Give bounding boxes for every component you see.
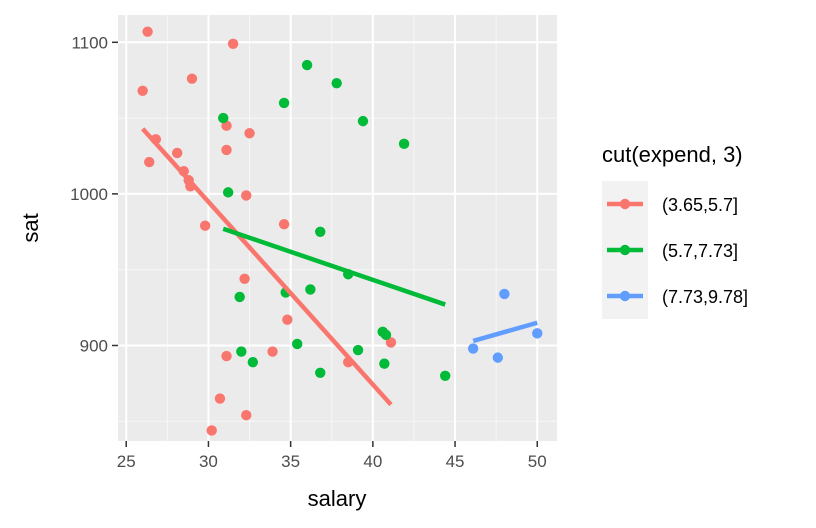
data-point [292, 338, 303, 350]
fit-line [472, 320, 538, 344]
data-point [186, 73, 198, 84]
data-point [331, 78, 342, 89]
data-point [385, 337, 397, 348]
data-point [199, 220, 211, 231]
y-tick-label: 1000 [70, 185, 108, 204]
data-point [315, 367, 326, 378]
legend-key-point [619, 290, 631, 302]
fit-line [140, 127, 393, 407]
x-tick-label: 40 [363, 452, 382, 471]
y-axis-title: sat [18, 213, 43, 242]
data-points [137, 26, 543, 436]
data-point [267, 346, 278, 357]
data-point [244, 128, 255, 139]
x-tick-labels: 25 30 35 40 45 50 [117, 452, 547, 471]
y-tick-label: 900 [80, 336, 108, 355]
legend-title: cut(expend, 3) [602, 142, 743, 167]
data-point [221, 144, 232, 156]
data-point [379, 358, 390, 369]
legend-keys: (3.65,5.7] (5.7,7.73] (7.73,9.78] [602, 181, 748, 319]
data-point [144, 156, 155, 168]
data-point [357, 115, 369, 127]
data-point [398, 138, 410, 150]
legend-item: (5.7,7.73] [602, 227, 738, 273]
data-point [532, 328, 543, 339]
data-point [241, 410, 252, 421]
data-point [278, 97, 290, 109]
data-point [315, 226, 326, 237]
legend-label: (5.7,7.73] [662, 241, 738, 261]
data-point [492, 352, 504, 363]
fit-lines [140, 127, 538, 407]
data-point [222, 187, 234, 198]
data-point [236, 346, 247, 357]
data-point [137, 85, 148, 97]
legend-item: (7.73,9.78] [602, 273, 748, 319]
y-tick-labels: 900 1000 1100 [70, 33, 108, 355]
axis-ticks [112, 41, 539, 447]
legend-label: (7.73,9.78] [662, 287, 748, 307]
data-point [214, 393, 226, 404]
data-point [227, 38, 239, 50]
data-point [499, 288, 510, 300]
data-point [282, 314, 293, 325]
legend-item: (3.65,5.7] [602, 181, 738, 227]
data-point [239, 273, 250, 284]
data-point [221, 350, 232, 362]
x-tick-label: 45 [446, 452, 465, 471]
x-tick-label: 35 [281, 452, 300, 471]
data-point [218, 112, 229, 124]
data-point [301, 59, 313, 71]
x-axis-title: salary [308, 486, 367, 511]
y-tick-label: 1100 [71, 33, 108, 52]
legend-label: (3.65,5.7] [662, 195, 738, 215]
minor-gridlines [118, 15, 557, 441]
fit-line [222, 226, 446, 307]
data-point [241, 190, 252, 201]
data-point [171, 147, 183, 159]
data-point [278, 219, 290, 230]
data-point [247, 356, 259, 368]
legend-key-point [619, 244, 631, 256]
data-point [352, 344, 364, 356]
data-point [467, 343, 479, 354]
data-point [234, 291, 245, 303]
legend-key-point [619, 198, 631, 210]
data-point [305, 284, 316, 295]
data-point [206, 425, 217, 436]
x-tick-label: 25 [117, 452, 136, 471]
data-point [380, 329, 392, 341]
legend: cut(expend, 3) (3.65,5.7] (5.7,7.73] (7.73… [602, 142, 748, 319]
x-tick-label: 30 [199, 452, 218, 471]
data-point [142, 26, 153, 37]
x-tick-label: 50 [528, 452, 547, 471]
data-point [439, 370, 451, 382]
